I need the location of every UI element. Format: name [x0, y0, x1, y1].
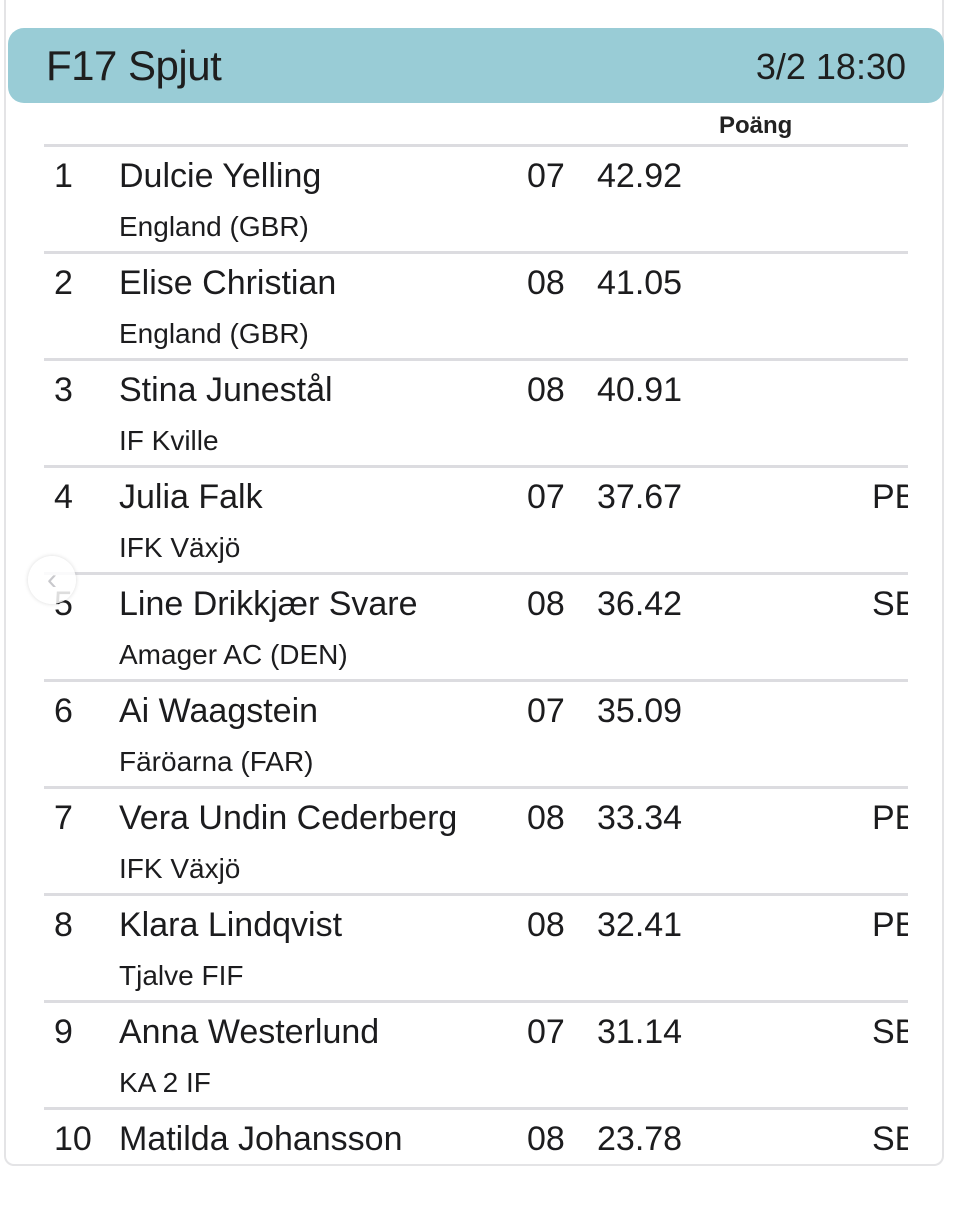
athlete-result: 31.14	[597, 1013, 683, 1051]
athlete-name: Line Drikkjær Svare	[119, 585, 418, 623]
athlete-name: Vera Undin Cederberg	[119, 799, 458, 837]
athlete-name: Ai Waagstein	[119, 692, 319, 730]
athlete-club: IFK Växjö	[119, 853, 241, 884]
column-header-points: Poäng	[719, 112, 793, 139]
table-row[interactable]: 1 Dulcie Yelling England (GBR) 07 42.92	[44, 144, 908, 251]
athlete-name: Matilda Johansson	[119, 1120, 403, 1158]
athlete-note: SB	[872, 1013, 908, 1051]
chevron-left-icon: ‹	[47, 563, 57, 596]
athlete-name: Anna Westerlund	[119, 1013, 380, 1051]
table-row[interactable]: 7 Vera Undin Cederberg IFK Växjö 08 33.34 PB	[44, 786, 908, 893]
athlete-year: 08	[527, 1120, 565, 1158]
table-row[interactable]: 6 Ai Waagstein Färöarna (FAR) 07 35.09	[44, 679, 908, 786]
athlete-year: 07	[527, 1013, 565, 1051]
athlete-name: Stina Junestål	[119, 371, 333, 409]
athlete-year: 08	[527, 264, 565, 302]
table-row[interactable]: 4 Julia Falk IFK Växjö 07 37.67 PB	[44, 465, 908, 572]
athlete-result: 36.42	[597, 585, 683, 623]
athlete-club: IF Kville	[119, 425, 219, 456]
athlete-year: 08	[527, 906, 565, 944]
athlete-result: 35.09	[597, 692, 683, 730]
athlete-year: 07	[527, 157, 565, 195]
athlete-year: 08	[527, 799, 565, 837]
athlete-rank: 10	[54, 1120, 92, 1158]
athlete-result: 37.67	[597, 478, 683, 516]
athlete-rank: 2	[54, 264, 73, 302]
table-row[interactable]: 5 Line Drikkjær Svare Amager AC (DEN) 08 36.…	[44, 572, 908, 679]
results-table: 1 Dulcie Yelling England (GBR) 07 42.92 2 Elis…	[44, 144, 908, 1214]
athlete-rank: 9	[54, 1013, 73, 1051]
event-header: F17 Spjut 3/2 18:30	[8, 28, 944, 103]
athlete-club: KA 2 IF	[119, 1067, 211, 1098]
back-button[interactable]: ‹	[28, 556, 76, 604]
athlete-note: PB	[872, 906, 908, 944]
athlete-rank: 3	[54, 371, 73, 409]
athlete-name: Dulcie Yelling	[119, 157, 322, 195]
athlete-note: SB	[872, 585, 908, 623]
athlete-rank: 1	[54, 157, 73, 195]
athlete-name: Klara Lindqvist	[119, 906, 343, 944]
athlete-year: 08	[527, 585, 565, 623]
athlete-result: 23.78	[597, 1120, 683, 1158]
athlete-club: Färöarna (FAR)	[119, 746, 314, 777]
table-row[interactable]: 3 Stina Junestål IF Kville 08 40.91	[44, 358, 908, 465]
athlete-year: 07	[527, 692, 565, 730]
athlete-club: IFK Växjö	[119, 532, 241, 563]
athlete-club: England (GBR)	[119, 211, 309, 242]
results-card	[4, 0, 944, 1166]
athlete-name: Elise Christian	[119, 264, 337, 302]
event-datetime: 3/2 18:30	[755, 46, 906, 87]
athlete-result: 42.92	[597, 157, 683, 195]
athlete-club: England (GBR)	[119, 318, 309, 349]
athlete-name: Julia Falk	[119, 478, 263, 516]
athlete-result: 41.05	[597, 264, 683, 302]
athlete-year: 07	[527, 478, 565, 516]
table-row[interactable]: 9 Anna Westerlund KA 2 IF 07 31.14 SB	[44, 1000, 908, 1107]
athlete-club: Tjalve FIF	[119, 960, 244, 991]
athlete-result: 32.41	[597, 906, 683, 944]
athlete-note: PB	[872, 799, 908, 837]
athlete-rank: 8	[54, 906, 73, 944]
athlete-note: SB	[872, 1120, 908, 1158]
table-row[interactable]: 8 Klara Lindqvist Tjalve FIF 08 32.41 PB	[44, 893, 908, 1000]
athlete-rank: 6	[54, 692, 73, 730]
table-row[interactable]: 2 Elise Christian England (GBR) 08 41.05	[44, 251, 908, 358]
athlete-club: Amager AC (DEN)	[119, 639, 348, 670]
table-row[interactable]: 10 Matilda Johansson 08 23.78 SB	[44, 1107, 908, 1214]
athlete-rank: 7	[54, 799, 73, 837]
athlete-year: 08	[527, 371, 565, 409]
athlete-result: 33.34	[597, 799, 683, 837]
event-title: F17 Spjut	[46, 42, 222, 89]
athlete-result: 40.91	[597, 371, 683, 409]
athlete-note: PB	[872, 478, 908, 516]
athlete-rank: 4	[54, 478, 73, 516]
